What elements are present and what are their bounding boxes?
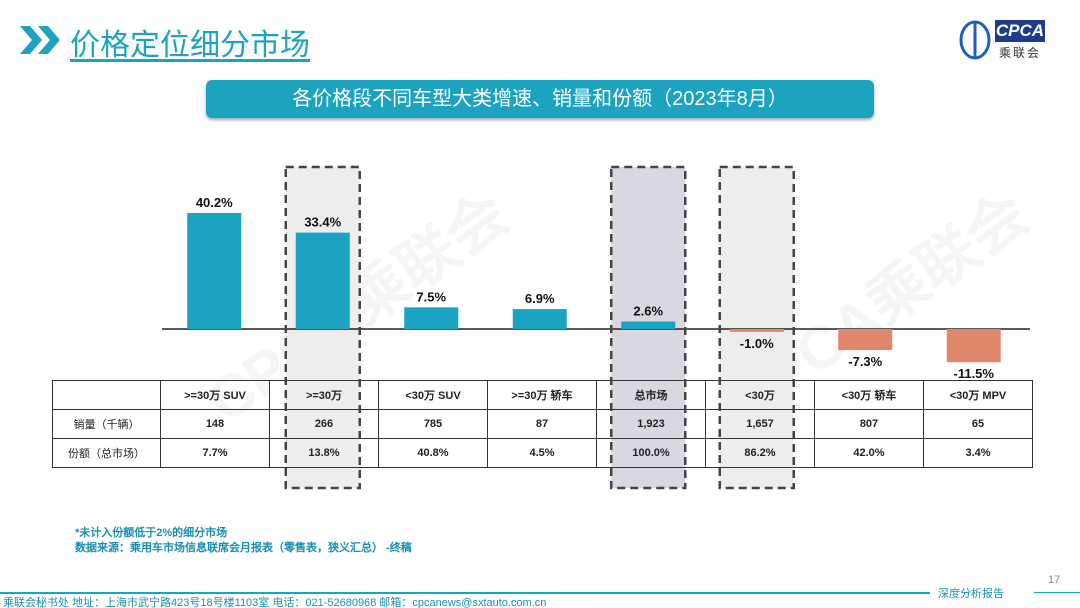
- col-header: >=30万 轿车: [487, 380, 597, 410]
- data-label: -1.0%: [740, 336, 774, 351]
- chart-title-banner: 各价格段不同车型大类增速、销量和份额（2023年8月）: [206, 80, 874, 118]
- bar: [621, 321, 676, 329]
- data-label: 7.5%: [416, 289, 446, 304]
- col-header: <30万 SUV: [378, 380, 488, 410]
- bar: [946, 329, 1001, 363]
- divider: [0, 592, 930, 594]
- data-label: 2.6%: [633, 303, 663, 318]
- footer-address: 乘联会秘书处 地址：上海市武宁路423号18号楼1103室 电话：021-526…: [3, 597, 547, 608]
- divider: [1034, 592, 1080, 593]
- bar: [404, 307, 459, 329]
- bar: [295, 232, 350, 329]
- col-header: 总市场: [596, 380, 706, 410]
- col-header: <30万: [705, 380, 815, 410]
- data-label: -11.5%: [954, 366, 995, 381]
- table-row: 销量（千辆） 148 266 785 87 1,923 1,657 807 65: [52, 409, 1033, 439]
- col-header: >=30万: [269, 380, 379, 410]
- col-header: <30万 轿车: [814, 380, 924, 410]
- footnotes: *未计入份额低于2%的细分市场 数据来源：乘用车市场信息联席会月报表（零售表，狭…: [75, 527, 412, 554]
- logo-emblem-icon: [959, 20, 991, 60]
- data-label: -7.3%: [848, 354, 882, 369]
- cpca-logo: CPCA 乘联会: [955, 18, 1055, 62]
- chevron-icon: [20, 26, 60, 54]
- page-title: 价格定位细分市场: [70, 29, 310, 62]
- bar: [187, 212, 242, 329]
- table-row: 份额（总市场） 7.7% 13.8% 40.8% 4.5% 100.0% 86.…: [52, 438, 1033, 468]
- report-label: 深度分析报告: [938, 587, 1004, 600]
- bar: [729, 329, 784, 332]
- table-header-row: >=30万 SUV >=30万 <30万 SUV >=30万 轿车 总市场 <3…: [52, 380, 1033, 410]
- data-table: >=30万 SUV >=30万 <30万 SUV >=30万 轿车 总市场 <3…: [52, 380, 1033, 468]
- bar: [838, 329, 893, 351]
- col-header: >=30万 SUV: [160, 380, 270, 410]
- col-header: <30万 MPV: [923, 380, 1033, 410]
- bar: [512, 309, 567, 329]
- data-label: 6.9%: [525, 291, 555, 306]
- data-label: 33.4%: [304, 215, 341, 230]
- data-label: 40.2%: [196, 195, 233, 210]
- page-number: 17: [1048, 574, 1061, 586]
